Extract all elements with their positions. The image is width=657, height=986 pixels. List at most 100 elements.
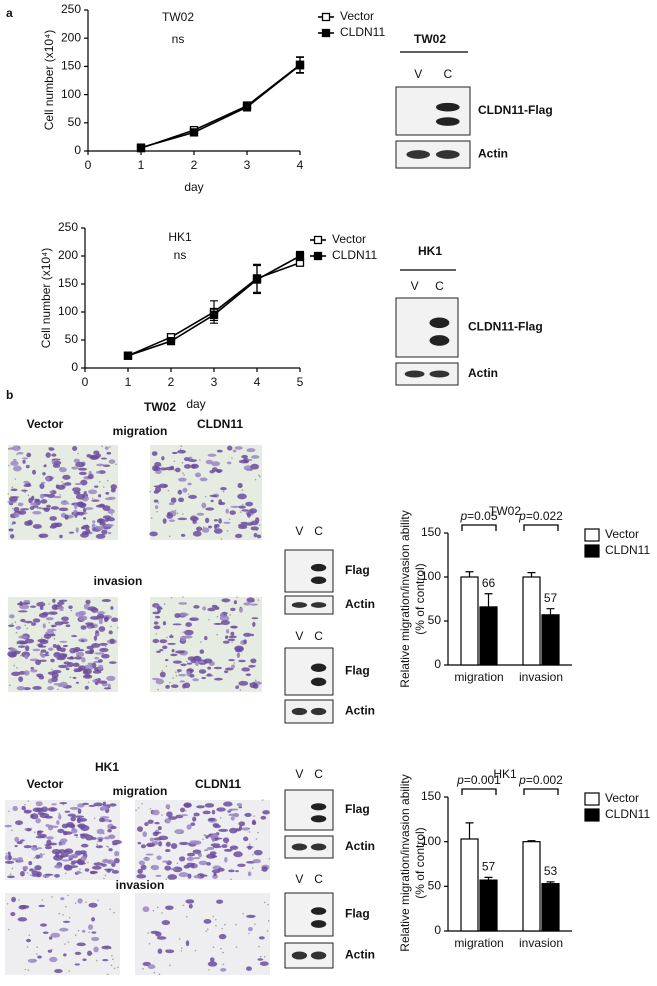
cell <box>164 818 171 824</box>
pore <box>149 808 152 810</box>
cell <box>250 526 259 531</box>
marker <box>123 351 133 360</box>
micrograph-row: migration <box>113 784 168 798</box>
cell <box>13 458 17 462</box>
band-label: CLDN11-Flag <box>468 320 543 334</box>
cell <box>16 640 27 645</box>
cell <box>88 924 93 930</box>
band-label: Actin <box>345 948 375 962</box>
cell <box>93 862 104 866</box>
micrograph-column: Vector <box>27 777 64 791</box>
cell <box>216 807 226 812</box>
cell <box>4 824 12 828</box>
cell <box>98 494 102 498</box>
pore <box>230 878 232 881</box>
blot-panel <box>284 595 334 615</box>
pore <box>181 451 184 454</box>
cell <box>206 846 215 851</box>
pore <box>68 970 71 972</box>
pore <box>166 636 168 639</box>
cell <box>180 663 187 667</box>
cell <box>102 801 107 807</box>
cell <box>238 825 243 831</box>
cell <box>48 936 53 940</box>
cell <box>83 517 87 520</box>
cell <box>100 457 108 460</box>
pore <box>216 633 219 636</box>
pore <box>169 878 171 880</box>
x-tick-label: 2 <box>168 375 175 389</box>
cell <box>68 605 73 610</box>
cell <box>234 446 243 450</box>
cell <box>47 671 56 675</box>
legend-swatch <box>584 808 600 822</box>
bar <box>522 576 541 666</box>
y-tick-label: 0 <box>74 143 81 157</box>
pore <box>9 873 12 875</box>
pore <box>96 525 98 528</box>
cell <box>29 506 35 510</box>
pore <box>221 927 223 930</box>
cell <box>99 647 109 653</box>
cell <box>59 534 63 539</box>
cell <box>210 499 214 503</box>
blot-band <box>310 707 327 716</box>
cell <box>39 483 45 490</box>
cell <box>95 633 100 636</box>
pore <box>16 453 18 456</box>
cell <box>178 497 185 503</box>
blot-band <box>291 951 308 960</box>
pore <box>7 448 10 450</box>
cell <box>137 868 143 874</box>
pore <box>220 538 223 540</box>
cell <box>30 502 38 506</box>
cell <box>11 671 21 677</box>
cell <box>245 501 254 507</box>
x-tick-label: 4 <box>297 158 304 172</box>
cell <box>22 865 29 870</box>
cell <box>67 813 76 817</box>
cell <box>103 523 114 527</box>
cell <box>70 828 78 834</box>
cell <box>167 874 178 880</box>
pore <box>47 639 49 641</box>
cell <box>194 863 198 868</box>
cell <box>45 476 51 481</box>
cell <box>159 639 168 644</box>
cell <box>178 856 186 862</box>
pore <box>106 479 109 482</box>
pore <box>74 934 77 936</box>
pore <box>203 526 205 528</box>
cell <box>93 635 98 641</box>
cell <box>52 463 61 468</box>
cell <box>201 502 207 509</box>
y-tick-label: 100 <box>58 304 78 318</box>
cell <box>230 607 236 612</box>
cell <box>153 625 161 630</box>
cell <box>85 674 91 678</box>
blot-band <box>310 803 327 811</box>
cell <box>136 874 147 879</box>
pore <box>16 497 18 500</box>
cell <box>110 825 117 830</box>
x-tick-label: invasion <box>519 670 563 684</box>
cell <box>92 662 97 669</box>
cell <box>15 820 24 826</box>
cell <box>213 872 217 877</box>
cell <box>75 681 79 684</box>
pore <box>159 610 162 613</box>
bracket <box>523 788 559 795</box>
pore <box>65 872 67 875</box>
pore <box>175 675 178 677</box>
pore <box>72 856 75 858</box>
cell <box>60 654 68 658</box>
pore <box>8 810 10 813</box>
cell <box>229 845 239 850</box>
pore <box>48 621 51 624</box>
cell <box>84 834 94 841</box>
cell <box>20 618 26 623</box>
cell <box>14 836 20 843</box>
cell <box>169 635 174 639</box>
pore <box>67 941 70 943</box>
series-line <box>140 64 301 149</box>
